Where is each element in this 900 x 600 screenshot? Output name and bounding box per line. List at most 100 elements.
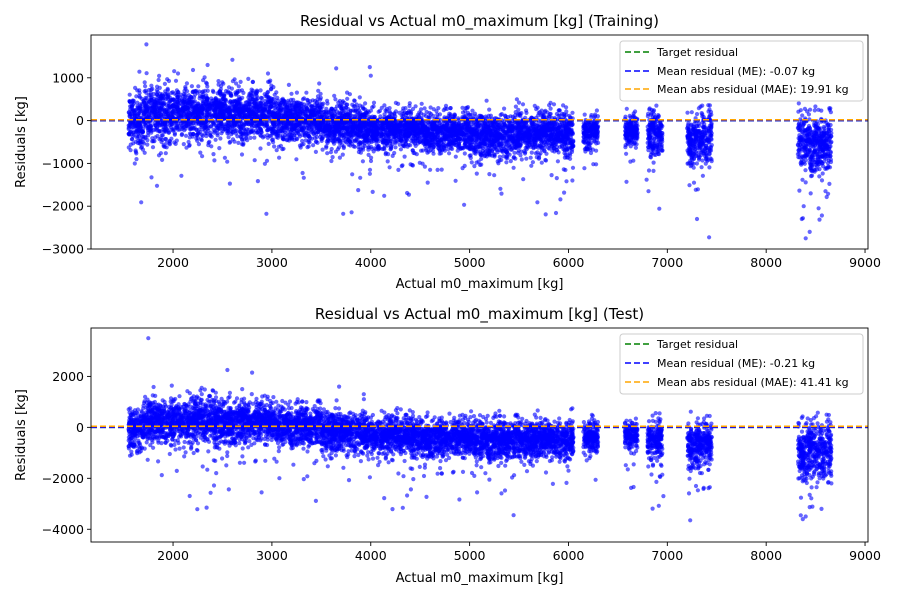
data-point [214, 98, 219, 103]
data-point [435, 127, 440, 132]
data-point [469, 138, 474, 143]
data-point [143, 84, 148, 89]
data-point [364, 134, 369, 139]
data-point [460, 166, 465, 171]
data-point [154, 183, 160, 188]
data-point [339, 125, 345, 131]
data-point [172, 91, 177, 96]
data-point [203, 131, 208, 136]
data-point [228, 93, 233, 98]
data-point [339, 134, 344, 139]
data-point [315, 97, 320, 102]
data-point [144, 71, 149, 76]
data-point [137, 94, 142, 99]
data-point [218, 136, 223, 141]
data-point [235, 134, 240, 139]
data-point [212, 130, 217, 135]
data-point [190, 107, 195, 112]
data-point [401, 106, 406, 111]
data-point [142, 80, 147, 85]
data-point [254, 90, 259, 96]
data-point [216, 79, 221, 84]
data-point [167, 106, 172, 111]
data-point [270, 130, 275, 135]
data-point [340, 142, 345, 148]
data-point [398, 127, 403, 132]
data-point [411, 118, 416, 123]
data-point [359, 134, 364, 139]
data-point [163, 96, 168, 102]
data-point [350, 121, 355, 126]
data-point [497, 154, 502, 159]
data-point [378, 130, 383, 135]
data-point [184, 120, 189, 125]
data-point [175, 99, 180, 104]
data-point [443, 106, 448, 111]
data-point [248, 135, 253, 140]
data-point [180, 102, 185, 107]
data-point [443, 134, 448, 140]
data-point [162, 81, 167, 86]
data-point [346, 107, 351, 112]
data-point [370, 114, 375, 119]
data-point [394, 121, 399, 126]
data-point [131, 98, 136, 103]
data-point [270, 137, 276, 142]
data-point [390, 112, 395, 117]
data-point [156, 77, 161, 83]
data-point [462, 137, 467, 143]
data-point [195, 135, 200, 140]
data-point [448, 128, 453, 133]
data-point [371, 100, 377, 105]
data-point [179, 132, 184, 138]
data-point [202, 115, 208, 120]
data-point [230, 79, 235, 84]
data-point [305, 132, 310, 137]
data-point [382, 121, 387, 126]
data-point [172, 69, 177, 74]
data-point [137, 90, 142, 96]
data-point [306, 138, 311, 143]
data-point [277, 155, 282, 160]
data-point [205, 96, 210, 102]
data-point [146, 130, 151, 135]
data-point [201, 94, 206, 99]
data-point [165, 86, 170, 91]
data-point [238, 79, 243, 84]
data-point [448, 106, 453, 111]
data-point [265, 98, 270, 103]
data-point [202, 75, 207, 80]
data-point [331, 139, 336, 144]
data-point [366, 145, 372, 150]
data-point [134, 157, 139, 162]
data-point [181, 142, 186, 147]
data-point [437, 138, 443, 143]
data-point [225, 131, 230, 136]
data-point [260, 109, 265, 114]
data-point [156, 111, 161, 116]
data-point [299, 142, 304, 147]
data-point [257, 104, 262, 109]
data-point [272, 92, 277, 97]
data-point [156, 153, 162, 158]
data-point [284, 108, 289, 113]
data-point [152, 96, 157, 101]
data-point [326, 138, 331, 144]
data-point [324, 145, 329, 150]
data-point [453, 137, 458, 142]
data-point [492, 173, 497, 178]
data-point [292, 127, 297, 132]
data-point [427, 132, 432, 137]
data-point [320, 128, 325, 133]
data-point [200, 154, 205, 159]
data-point [242, 123, 247, 128]
data-point [365, 109, 370, 114]
data-point [230, 99, 235, 104]
data-point [402, 154, 407, 159]
data-point [239, 135, 244, 140]
data-point [262, 113, 268, 118]
data-point [247, 101, 252, 106]
data-point [212, 158, 217, 163]
data-point [217, 89, 222, 94]
data-point [432, 123, 437, 128]
